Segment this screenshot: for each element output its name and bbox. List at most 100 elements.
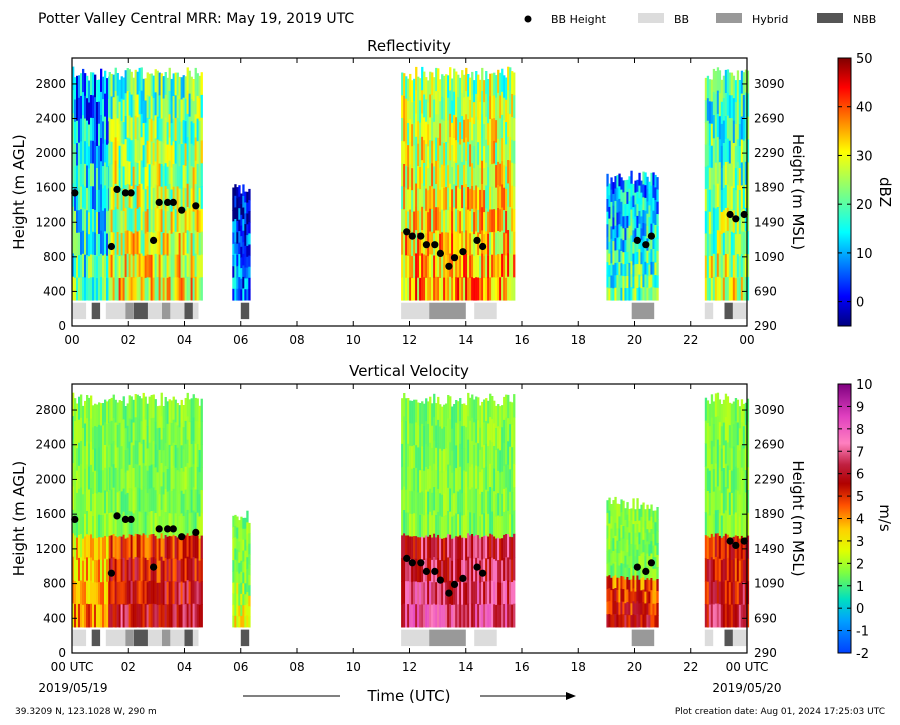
echo-cell	[740, 254, 744, 278]
bb-height-point	[633, 563, 641, 571]
echo-cell	[176, 582, 179, 606]
echo-cell	[166, 100, 169, 123]
echo-cell	[124, 450, 127, 473]
echo-cell	[405, 188, 408, 212]
echo-cell	[104, 139, 107, 163]
echo-cell	[441, 164, 444, 188]
echo-cell	[196, 118, 199, 142]
echo-cell	[100, 447, 103, 471]
echo-cell	[614, 176, 617, 189]
echo-cell	[104, 93, 107, 117]
echo-cell	[178, 471, 181, 495]
echo-cell	[499, 560, 502, 584]
echo-cell	[441, 277, 444, 301]
echo-cell	[728, 231, 732, 256]
echo-cell	[626, 589, 629, 603]
echo-cell	[738, 168, 742, 191]
echo-cell	[487, 79, 490, 102]
echo-cell	[453, 560, 456, 583]
echo-cell	[112, 510, 115, 535]
echo-cell	[650, 529, 653, 542]
y-tick-label: 800	[43, 250, 66, 264]
echo-cell	[178, 560, 181, 584]
echo-cell	[244, 517, 247, 530]
echo-cell	[716, 486, 720, 511]
legend-bb-label: BB	[674, 13, 689, 26]
echo-cell	[473, 536, 476, 560]
echo-cell	[618, 577, 621, 591]
echo-cell	[190, 604, 193, 628]
echo-cell	[622, 204, 625, 217]
echo-cell	[449, 557, 452, 582]
echo-cell	[427, 190, 430, 213]
echo-cell	[186, 603, 189, 628]
echo-cell	[184, 188, 187, 212]
echo-cell	[505, 534, 508, 558]
echo-cell	[736, 277, 740, 301]
echo-cell	[160, 580, 163, 604]
echo-cell	[495, 516, 498, 539]
echo-cell	[102, 233, 105, 256]
echo-cell	[433, 603, 436, 628]
echo-cell	[455, 490, 458, 514]
y-tick-label: 2000	[35, 146, 66, 160]
echo-cell	[475, 465, 478, 490]
echo-cell	[144, 189, 147, 212]
echo-cell	[168, 467, 171, 491]
echo-cell	[497, 185, 500, 209]
echo-cell	[148, 277, 151, 301]
echo-cell	[612, 525, 615, 539]
echo-cell	[196, 444, 199, 468]
echo-cell	[638, 567, 641, 581]
echo-cell	[82, 582, 85, 606]
echo-cell	[144, 488, 147, 513]
echo-cell	[624, 204, 627, 217]
echo-cell	[182, 493, 185, 517]
echo-cell	[156, 254, 159, 278]
echo-cell	[198, 560, 201, 584]
echo-cell	[98, 145, 101, 169]
echo-cell	[636, 288, 639, 301]
bb-type-bar-bb	[401, 302, 430, 320]
bb-type-bar-hybrid	[429, 629, 466, 647]
echo-cell	[174, 536, 177, 560]
echo-cell	[242, 605, 245, 617]
echo-cell	[610, 287, 613, 301]
echo-cell	[112, 603, 115, 628]
bb-height-point	[726, 537, 734, 545]
echo-cell	[509, 67, 512, 92]
y-right-tick-label: 3090	[754, 77, 785, 91]
echo-cell	[421, 514, 424, 538]
echo-cell	[477, 489, 480, 513]
echo-cell	[616, 250, 619, 264]
echo-cell	[236, 187, 239, 199]
echo-cell	[242, 594, 245, 606]
echo-cell	[198, 277, 201, 301]
echo-cell	[425, 535, 428, 559]
echo-cell	[714, 139, 718, 164]
echo-cell	[708, 403, 712, 427]
echo-cell	[234, 570, 237, 583]
echo-cell	[726, 557, 730, 582]
echo-cell	[453, 604, 456, 628]
echo-cell	[501, 582, 504, 606]
echo-cell	[124, 185, 127, 209]
echo-cell	[431, 425, 434, 449]
echo-cell	[234, 276, 237, 289]
echo-cell	[88, 80, 91, 103]
echo-cell	[736, 422, 740, 446]
echo-cell	[638, 223, 641, 237]
echo-cell	[196, 558, 199, 582]
echo-cell	[124, 254, 127, 278]
echo-cell	[718, 467, 722, 491]
echo-cell	[140, 230, 143, 255]
echo-cell	[146, 186, 149, 210]
echo-cell	[138, 580, 141, 605]
echo-cell	[644, 520, 647, 534]
echo-cell	[654, 510, 657, 523]
echo-cell	[142, 416, 145, 441]
echo-cell	[477, 535, 480, 559]
echo-cell	[630, 196, 633, 210]
echo-cell	[198, 255, 201, 279]
echo-cell	[190, 255, 193, 279]
